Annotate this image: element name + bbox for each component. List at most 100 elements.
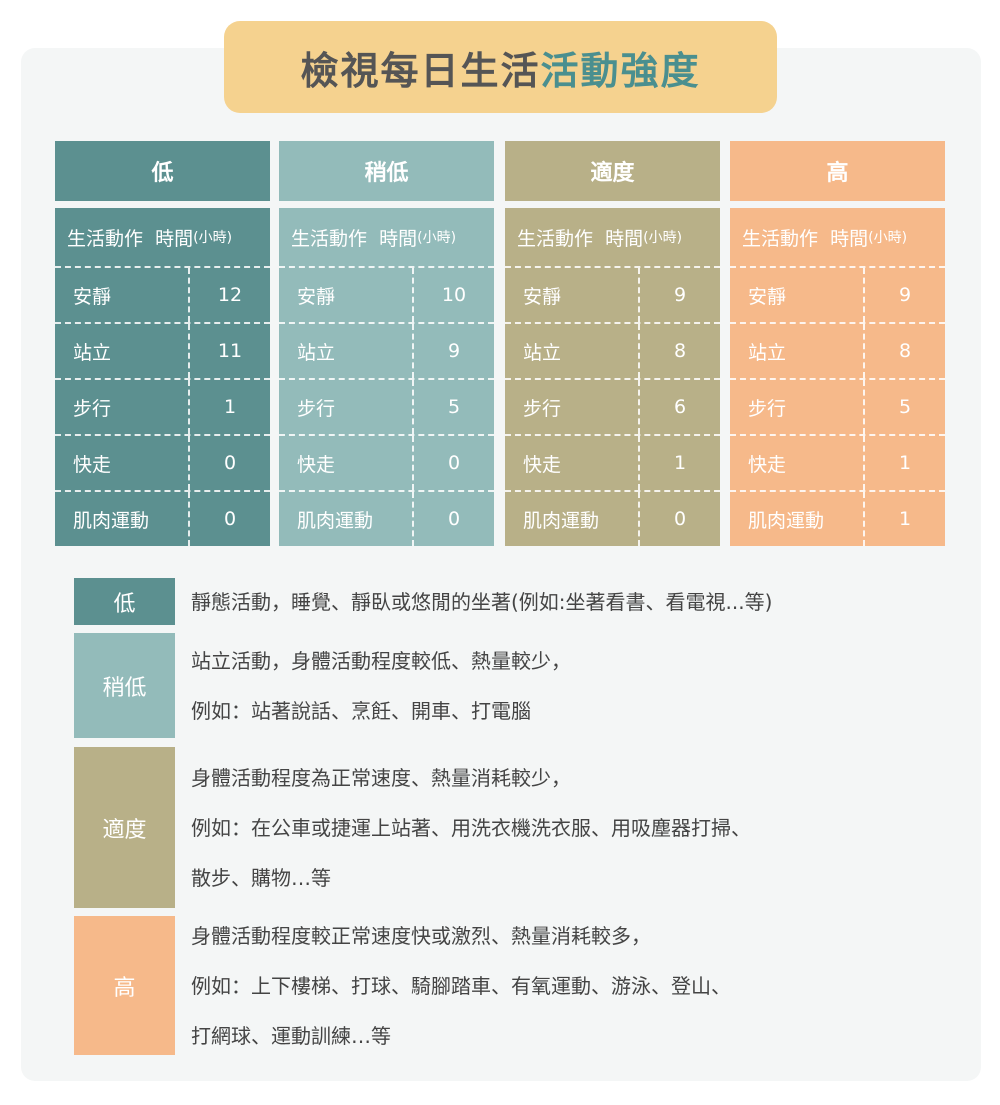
table-row: 肌肉運動 0 <box>279 490 494 546</box>
activity-label: 步行 <box>55 380 190 434</box>
table-row: 安靜 10 <box>279 266 494 322</box>
description-line: 身體活動程度為正常速度、熱量消耗較少， <box>191 765 571 790</box>
hours-value: 0 <box>447 508 461 530</box>
table-row: 安靜 12 <box>55 266 270 322</box>
activity-label: 肌肉運動 <box>730 492 865 546</box>
description-line: 例如：站著說話、烹飪、開車、打電腦 <box>191 698 531 723</box>
table-row: 肌肉運動 0 <box>55 490 270 546</box>
activity-label: 站立 <box>505 324 640 378</box>
description-line: 靜態活動，睡覺、靜臥或悠閒的坐著(例如:坐著看書、看電視...等) <box>191 589 773 614</box>
activity-label: 安靜 <box>279 268 414 322</box>
table-row: 安靜 9 <box>505 266 720 322</box>
hours-value: 1 <box>898 452 912 474</box>
activity-label: 肌肉運動 <box>279 492 414 546</box>
legend-tag: 高 <box>74 916 175 1055</box>
unit-label: (小時) <box>868 230 908 246</box>
hours-value: 12 <box>217 284 243 306</box>
table-row: 站立 8 <box>730 322 945 378</box>
intensity-column-moderate: 適度 生活動作 時間 (小時) 安靜 9 站立 8 步行 6 快走 1 肌肉運動 0 <box>505 141 720 546</box>
table-row: 步行 5 <box>730 378 945 434</box>
activity-label: 安靜 <box>505 268 640 322</box>
description-line: 身體活動程度較正常速度快或激烈、熱量消耗較多， <box>191 923 651 948</box>
hours-value: 8 <box>898 340 912 362</box>
activity-label: 步行 <box>730 380 865 434</box>
description-line: 例如：上下樓梯、打球、騎腳踏車、有氧運動、游泳、登山、 <box>191 973 731 998</box>
title-highlight: 活動強度 <box>540 48 701 93</box>
column-subheader: 生活動作 時間 (小時) <box>505 208 720 266</box>
hours-value: 6 <box>673 396 687 418</box>
unit-label: (小時) <box>417 230 457 246</box>
column-header: 適度 <box>505 141 720 201</box>
hours-value: 11 <box>217 340 243 362</box>
description-line: 站立活動，身體活動程度較低、熱量較少， <box>191 648 571 673</box>
description-line: 例如：在公車或捷運上站著、用洗衣機洗衣服、用吸塵器打掃、 <box>191 815 751 840</box>
activity-label: 快走 <box>505 436 640 490</box>
activity-label: 肌肉運動 <box>505 492 640 546</box>
activity-heading: 生活動作 <box>742 227 819 250</box>
column-subheader: 生活動作 時間 (小時) <box>730 208 945 266</box>
legend-description: 身體活動程度為正常速度、熱量消耗較少， 例如：在公車或捷運上站著、用洗衣機洗衣服、… <box>175 747 751 908</box>
legend-tag: 稍低 <box>74 633 175 738</box>
activity-label: 安靜 <box>55 268 190 322</box>
hours-value: 0 <box>447 452 461 474</box>
activity-label: 站立 <box>279 324 414 378</box>
table-row: 步行 6 <box>505 378 720 434</box>
title-main: 檢視每日生活 <box>300 48 541 93</box>
intensity-column-high: 高 生活動作 時間 (小時) 安靜 9 站立 8 步行 5 快走 1 肌肉運動 1 <box>730 141 945 546</box>
legend-description: 身體活動程度較正常速度快或激烈、熱量消耗較多， 例如：上下樓梯、打球、騎腳踏車、有… <box>175 916 731 1055</box>
activity-label: 安靜 <box>730 268 865 322</box>
table-row: 快走 1 <box>730 434 945 490</box>
table-row: 步行 1 <box>55 378 270 434</box>
activity-label: 肌肉運動 <box>55 492 190 546</box>
activity-label: 站立 <box>730 324 865 378</box>
column-subheader: 生活動作 時間 (小時) <box>55 208 270 266</box>
description-line: 打網球、運動訓練…等 <box>191 1023 391 1048</box>
hours-value: 0 <box>223 452 237 474</box>
hours-value: 0 <box>223 508 237 530</box>
time-heading: 時間 <box>605 227 644 250</box>
table-row: 快走 1 <box>505 434 720 490</box>
legend-description: 靜態活動，睡覺、靜臥或悠閒的坐著(例如:坐著看書、看電視...等) <box>175 578 772 625</box>
hours-value: 5 <box>898 396 912 418</box>
hours-value: 9 <box>447 340 461 362</box>
page-title: 檢視每日生活 活動強度 <box>224 21 777 113</box>
activity-heading: 生活動作 <box>291 227 368 250</box>
legend-row-moderate: 適度 身體活動程度為正常速度、熱量消耗較少， 例如：在公車或捷運上站著、用洗衣機洗衣… <box>74 747 954 908</box>
activity-label: 步行 <box>505 380 640 434</box>
description-line: 散步、購物…等 <box>191 865 331 890</box>
table-row: 快走 0 <box>55 434 270 490</box>
legend-tag: 適度 <box>74 747 175 908</box>
column-header: 低 <box>55 141 270 201</box>
table-row: 站立 11 <box>55 322 270 378</box>
hours-value: 0 <box>673 508 687 530</box>
column-subheader: 生活動作 時間 (小時) <box>279 208 494 266</box>
time-heading: 時間 <box>155 227 194 250</box>
legend-description: 站立活動，身體活動程度較低、熱量較少， 例如：站著說話、烹飪、開車、打電腦 <box>175 633 571 738</box>
table-row: 安靜 9 <box>730 266 945 322</box>
legend-row-mid_low: 稍低 站立活動，身體活動程度較低、熱量較少， 例如：站著說話、烹飪、開車、打電腦 <box>74 633 954 738</box>
column-header: 高 <box>730 141 945 201</box>
hours-value: 9 <box>673 284 687 306</box>
table-row: 站立 8 <box>505 322 720 378</box>
time-heading: 時間 <box>379 227 418 250</box>
activity-label: 站立 <box>55 324 190 378</box>
table-row: 步行 5 <box>279 378 494 434</box>
hours-value: 10 <box>441 284 467 306</box>
table-row: 快走 0 <box>279 434 494 490</box>
legend-row-low: 低靜態活動，睡覺、靜臥或悠閒的坐著(例如:坐著看書、看電視...等) <box>74 578 954 625</box>
hours-value: 5 <box>447 396 461 418</box>
activity-label: 快走 <box>55 436 190 490</box>
table-row: 站立 9 <box>279 322 494 378</box>
time-heading: 時間 <box>830 227 869 250</box>
intensity-column-mid_low: 稍低 生活動作 時間 (小時) 安靜 10 站立 9 步行 5 快走 0 肌肉運動 0 <box>279 141 494 546</box>
activity-label: 快走 <box>730 436 865 490</box>
activity-heading: 生活動作 <box>517 227 594 250</box>
legend-tag: 低 <box>74 578 175 625</box>
hours-value: 1 <box>673 452 687 474</box>
hours-value: 8 <box>673 340 687 362</box>
hours-value: 1 <box>898 508 912 530</box>
activity-heading: 生活動作 <box>67 227 144 250</box>
table-row: 肌肉運動 1 <box>730 490 945 546</box>
intensity-column-low: 低 生活動作 時間 (小時) 安靜 12 站立 11 步行 1 快走 0 肌肉運動 0 <box>55 141 270 546</box>
legend-row-high: 高身體活動程度較正常速度快或激烈、熱量消耗較多， 例如：上下樓梯、打球、騎腳踏車、… <box>74 916 954 1055</box>
